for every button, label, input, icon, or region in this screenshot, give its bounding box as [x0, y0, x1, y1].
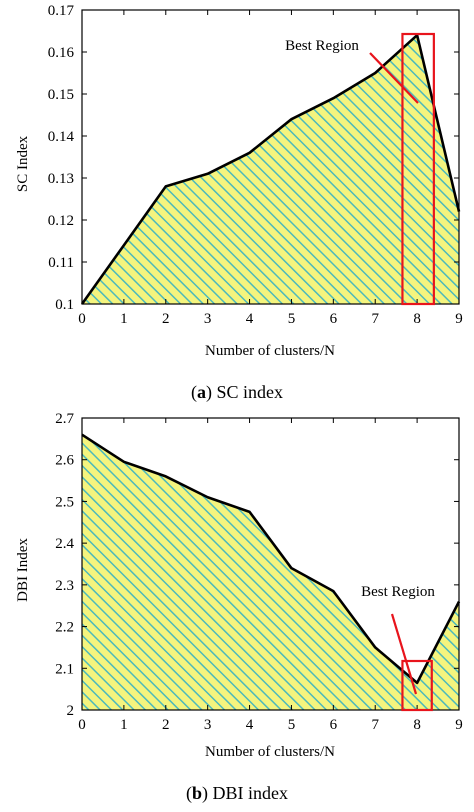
- x-tick-label: 7: [371, 311, 379, 327]
- area-fill: [82, 35, 459, 304]
- area-layer: [80, 33, 461, 305]
- annotation: Best Region: [285, 32, 435, 306]
- x-tick-label: 9: [455, 717, 463, 733]
- y-tick-label: 0.1: [55, 297, 74, 313]
- x-tick-label: 3: [204, 311, 212, 327]
- best-region-label: Best Region: [361, 584, 435, 600]
- best-region-box: [401, 32, 435, 306]
- y-axis-title: SC Index: [15, 135, 31, 192]
- x-tick-label: 2: [162, 311, 170, 327]
- y-tick-label: 2.3: [55, 578, 74, 594]
- caption-a: (a) SC index: [191, 382, 283, 403]
- y-axis-title: DBI Index: [15, 538, 31, 602]
- x-tick-label: 2: [162, 717, 170, 733]
- plot-frame: [81, 9, 460, 305]
- axes: [81, 9, 460, 305]
- y-tick-label: 0.12: [48, 213, 74, 229]
- x-tick-label: 7: [371, 717, 379, 733]
- series-line: [81, 433, 461, 685]
- y-tick-label: 2.1: [55, 661, 74, 677]
- y-tick-label: 2.2: [55, 620, 74, 636]
- x-tick-label: 9: [455, 311, 463, 327]
- y-tick-label: 0.16: [48, 45, 75, 61]
- x-tick-label: 5: [288, 717, 296, 733]
- y-tick-label: 2.6: [55, 453, 74, 469]
- chart-panel-sc: 0 1 2 3 4 5 6 7 8 9 0.1 0.11 0.12 0.13 0.14 0.15 0.16 0.1…: [15, 3, 463, 403]
- x-tick-label: 1: [120, 311, 128, 327]
- y-tick-label: 2: [67, 703, 75, 719]
- y-tick-label: 0.15: [48, 87, 74, 103]
- tick-labels: 0 1 2 3 4 5 6 7 8 9 0.1 0.11 0.12 0.13 0.14 0.15 0.16 0.1…: [48, 3, 463, 327]
- x-tick-label: 6: [330, 311, 338, 327]
- y-tick-label: 0.17: [48, 3, 75, 19]
- axes: [81, 417, 460, 711]
- x-tick-label: 4: [246, 717, 254, 733]
- series-line: [80, 33, 461, 305]
- y-tick-label: 2.5: [55, 494, 74, 510]
- annotation: Best Region: [361, 584, 435, 712]
- x-tick-label: 4: [246, 311, 254, 327]
- area-fill: [82, 434, 459, 710]
- chart-panel-dbi: 0 1 2 3 4 5 6 7 8 9 2 2.1 2.2 2.3 2.4 2.5 2.6 2.7 Best Re…: [15, 411, 463, 804]
- caption-b: (b) DBI index: [186, 783, 288, 804]
- best-region-pointer: [390, 613, 418, 695]
- best-region-label: Best Region: [285, 38, 359, 54]
- tick-labels: 0 1 2 3 4 5 6 7 8 9 2 2.1 2.2 2.3 2.4 2.5 2.6 2.7: [55, 411, 463, 733]
- y-tick-label: 0.14: [48, 129, 75, 145]
- best-region-box: [401, 659, 433, 712]
- y-tick-label: 2.7: [55, 411, 74, 427]
- y-tick-label: 0.13: [48, 171, 74, 187]
- x-tick-label: 8: [413, 717, 421, 733]
- y-tick-label: 0.11: [48, 255, 74, 271]
- best-region-pointer: [369, 52, 419, 104]
- x-tick-label: 0: [78, 311, 86, 327]
- x-tick-label: 8: [413, 311, 421, 327]
- x-tick-label: 3: [204, 717, 212, 733]
- x-tick-label: 0: [78, 717, 86, 733]
- plot-frame: [81, 417, 460, 711]
- x-tick-label: 1: [120, 717, 128, 733]
- x-tick-label: 5: [288, 311, 296, 327]
- x-tick-label: 6: [330, 717, 338, 733]
- x-axis-title: Number of clusters/N: [205, 744, 335, 760]
- x-axis-title: Number of clusters/N: [205, 343, 335, 359]
- y-tick-label: 2.4: [55, 536, 74, 552]
